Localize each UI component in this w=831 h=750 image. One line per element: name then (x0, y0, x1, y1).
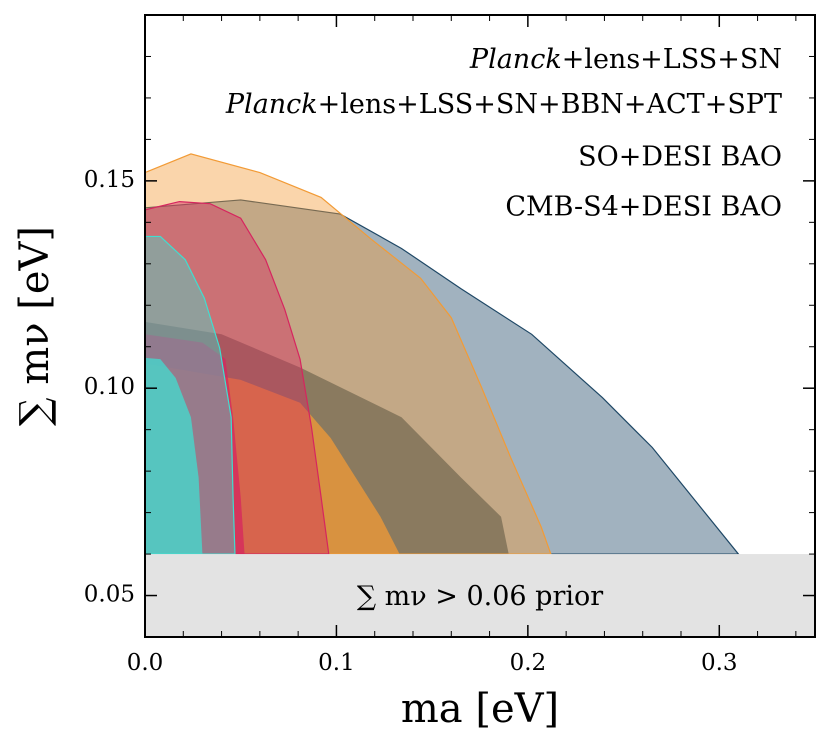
prior-band (145, 554, 815, 637)
y-tick-label: 0.05 (84, 582, 135, 608)
y-tick-label: 0.15 (84, 167, 135, 193)
x-tick-label: 0.2 (510, 650, 547, 676)
plot-frame (144, 14, 816, 638)
x-axis-label: ma [eV] (401, 686, 559, 732)
y-tick-label: 0.10 (84, 374, 135, 400)
y-axis-label: ∑ mν [eV] (12, 226, 58, 426)
x-tick-label: 0.0 (127, 650, 164, 676)
legend-entry: SO+DESI BAO (578, 142, 782, 173)
x-tick-label: 0.1 (318, 650, 355, 676)
legend-entry: CMB-S4+DESI BAO (505, 192, 782, 223)
x-tick-label: 0.3 (701, 650, 738, 676)
prior-label: ∑ mν > 0.06 prior (357, 581, 603, 612)
legend-entry: Planck+lens+LSS+SN (469, 44, 782, 75)
legend-entry: Planck+lens+LSS+SN+BBN+ACT+SPT (225, 89, 782, 120)
contour-inner (145, 357, 203, 555)
